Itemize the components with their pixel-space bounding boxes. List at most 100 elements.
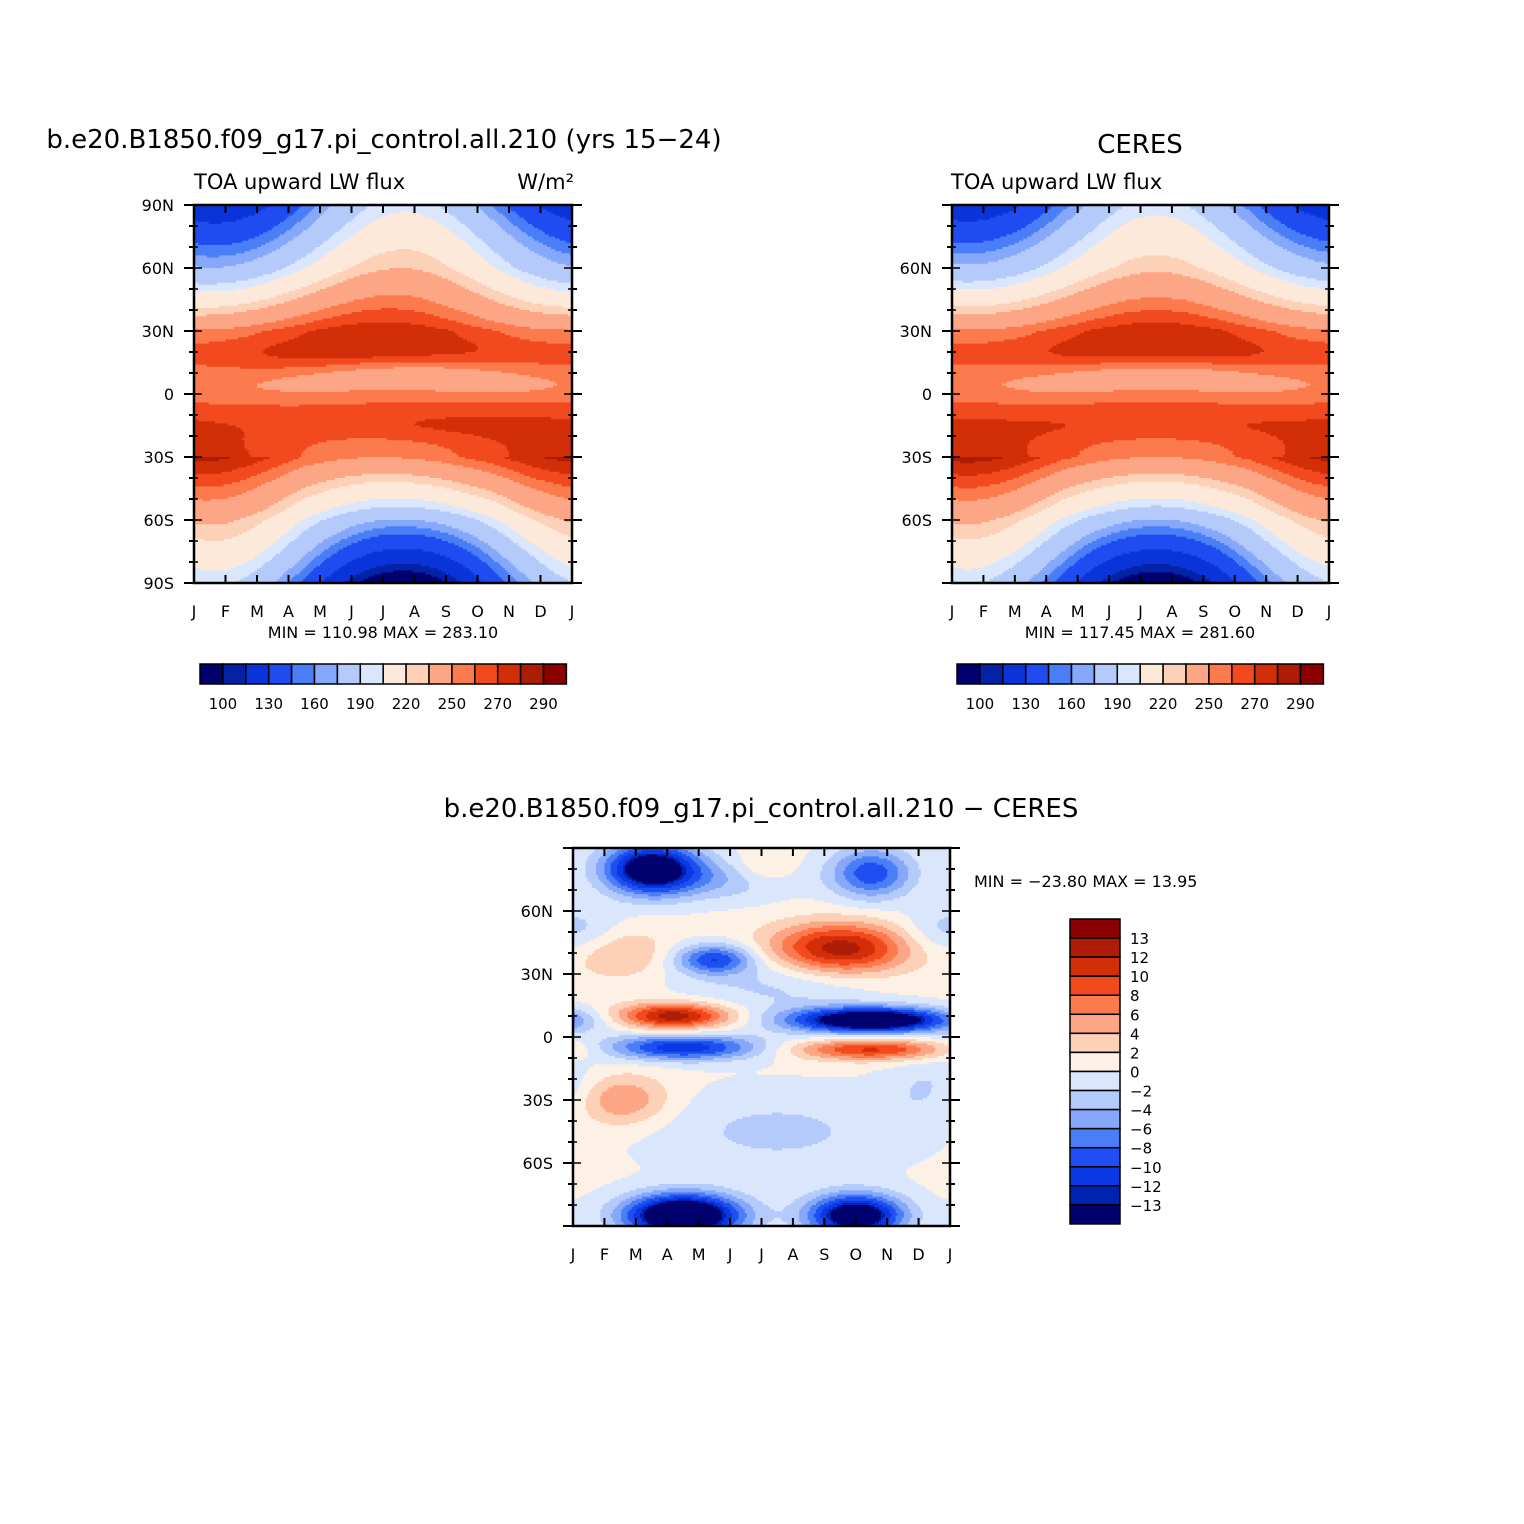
panel1-colorbar-label: 100 bbox=[209, 695, 238, 713]
panel3-title: b.e20.B1850.f09_g17.pi_control.all.210 −… bbox=[444, 794, 1079, 824]
panel3-month-tick-label: J bbox=[947, 1245, 953, 1264]
panel3-colorbar-label: 13 bbox=[1130, 930, 1149, 948]
panel2-colorbar-label: 190 bbox=[1103, 695, 1132, 713]
panel3-colorbar-box bbox=[1069, 937, 1121, 958]
panel2-month-tick-label: J bbox=[1106, 602, 1112, 621]
panel3-month-tick-label: A bbox=[662, 1245, 673, 1264]
panel3-month-tick-label: M bbox=[692, 1245, 706, 1264]
panel2-month-tick-label: M bbox=[1071, 602, 1085, 621]
panel3-month-tick-label: M bbox=[629, 1245, 643, 1264]
panel1-colorbar-label: 270 bbox=[483, 695, 512, 713]
panel3-colorbar-box bbox=[1069, 956, 1121, 977]
panel2-month-tick-label: J bbox=[1137, 602, 1143, 621]
panel2-month-tick-label: M bbox=[1008, 602, 1022, 621]
panel1-colorbar-box bbox=[199, 663, 224, 685]
panel3-month-tick-label: J bbox=[727, 1245, 733, 1264]
panel1-colorbar-label: 290 bbox=[529, 695, 558, 713]
panel3-colorbar-box bbox=[1069, 1146, 1121, 1168]
panel3-colorbar-box bbox=[1069, 1070, 1121, 1092]
panel1-colorbar-box bbox=[359, 663, 384, 685]
panel3-lat-tick-label: 30N bbox=[521, 965, 553, 984]
panel1-month-tick-label: F bbox=[221, 602, 230, 621]
panel1-colorbar-box bbox=[496, 663, 522, 685]
panel2-colorbar-label: 160 bbox=[1057, 695, 1086, 713]
panel2-month-tick-label: A bbox=[1041, 602, 1052, 621]
panel1-colorbar-box bbox=[428, 663, 453, 685]
panel3-colorbar-label: −12 bbox=[1130, 1178, 1162, 1196]
panel3-colorbar-box bbox=[1069, 918, 1121, 939]
panel1-variable-label: TOA upward LW flux bbox=[193, 170, 405, 194]
panel1-colorbar-box bbox=[290, 663, 316, 685]
panel1-month-tick-label: S bbox=[441, 602, 451, 621]
panel2-colorbar-box bbox=[1299, 663, 1325, 685]
panel2-colorbar-label: 250 bbox=[1195, 695, 1224, 713]
panel2-colorbar-box bbox=[1253, 663, 1279, 685]
panel3-colorbar-box bbox=[1069, 975, 1121, 996]
panel3-lat-tick-label: 60S bbox=[522, 1154, 553, 1173]
panel1-month-tick-label: O bbox=[471, 602, 484, 621]
panel1-colorbar-label: 130 bbox=[254, 695, 283, 713]
panel3-lat-tick-label: 30S bbox=[522, 1091, 553, 1110]
panel2-min-max: MIN = 117.45 MAX = 281.60 bbox=[1025, 623, 1255, 642]
panel3-month-tick-label: J bbox=[758, 1245, 764, 1264]
panel2-colorbar-label: 270 bbox=[1240, 695, 1269, 713]
panel2-colorbar-box bbox=[1276, 663, 1302, 685]
panel1-month-tick-label: N bbox=[503, 602, 515, 621]
panel3-colorbar-box bbox=[1069, 1166, 1121, 1187]
panel1-lat-tick-label: 30N bbox=[142, 322, 174, 341]
panel3-colorbar-label: 2 bbox=[1130, 1044, 1140, 1062]
panel2-colorbar-box bbox=[1185, 663, 1210, 685]
panel3-colorbar-label: −6 bbox=[1130, 1121, 1152, 1139]
panel3-colorbar-box bbox=[1069, 994, 1121, 1016]
panel3-lat-tick-label: 0 bbox=[543, 1028, 553, 1047]
panel1-month-tick-label: M bbox=[250, 602, 264, 621]
panel2-colorbar-label: 290 bbox=[1286, 695, 1315, 713]
panel1-lat-tick-label: 30S bbox=[143, 448, 174, 467]
panel2-colorbar-box bbox=[1024, 663, 1050, 685]
panel1-month-tick-label: J bbox=[569, 602, 575, 621]
panel3-colorbar-label: 4 bbox=[1130, 1025, 1140, 1043]
panel3-colorbar-box bbox=[1069, 1013, 1121, 1035]
panel2-month-tick-label: D bbox=[1291, 602, 1303, 621]
panel1-min-max: MIN = 110.98 MAX = 283.10 bbox=[268, 623, 498, 642]
panel2-month-tick-label: J bbox=[1326, 602, 1332, 621]
panel3-month-tick-label: F bbox=[600, 1245, 609, 1264]
panel1-month-tick-label: D bbox=[534, 602, 546, 621]
panel3-colorbar-box bbox=[1069, 1089, 1121, 1111]
panel2-lat-tick-label: 30S bbox=[901, 448, 932, 467]
panel1-month-tick-label: A bbox=[409, 602, 420, 621]
panel2-colorbar-box bbox=[1093, 663, 1119, 685]
panel2-colorbar-box bbox=[1162, 663, 1187, 685]
panel1-colorbar-box bbox=[313, 663, 339, 685]
panel2-colorbar-box bbox=[1208, 663, 1233, 685]
panel2-month-tick-label: F bbox=[979, 602, 988, 621]
panel1-lat-tick-label: 90S bbox=[143, 574, 174, 593]
panel1-colorbar-box bbox=[519, 663, 545, 685]
panel1-colorbar-box bbox=[451, 663, 476, 685]
panel1-lat-tick-label: 0 bbox=[164, 385, 174, 404]
panel1-colorbar-box bbox=[267, 663, 293, 685]
panel3-month-tick-label: A bbox=[787, 1245, 798, 1264]
panel3-month-tick-label: S bbox=[819, 1245, 829, 1264]
panel3-colorbar-box bbox=[1069, 1204, 1121, 1225]
panel2-title: CERES bbox=[1097, 130, 1183, 160]
panel2-colorbar-box bbox=[1231, 663, 1256, 685]
panel2-contour-field bbox=[952, 205, 1329, 583]
panel3-contour-field bbox=[573, 848, 950, 1226]
panel2-lat-tick-label: 60N bbox=[900, 259, 932, 278]
panel3-month-tick-label: N bbox=[881, 1245, 893, 1264]
panel3-colorbar-box bbox=[1069, 1032, 1121, 1054]
panel1-colorbar-box bbox=[405, 663, 430, 685]
panel2-variable-label: TOA upward LW flux bbox=[950, 170, 1162, 194]
panel1-lat-tick-label: 60N bbox=[142, 259, 174, 278]
panel1-units-label: W/m² bbox=[517, 170, 574, 194]
panel3-month-tick-label: J bbox=[570, 1245, 576, 1264]
panel1-lat-tick-label: 60S bbox=[143, 511, 174, 530]
panel2-lat-tick-label: 60S bbox=[901, 511, 932, 530]
panel3-colorbar-label: 12 bbox=[1130, 949, 1149, 967]
panel3-colorbar-box bbox=[1069, 1108, 1121, 1130]
panel2-colorbar-box bbox=[1047, 663, 1073, 685]
panel3-colorbar-label: −4 bbox=[1130, 1102, 1152, 1120]
panel3-colorbar-box bbox=[1069, 1051, 1121, 1073]
